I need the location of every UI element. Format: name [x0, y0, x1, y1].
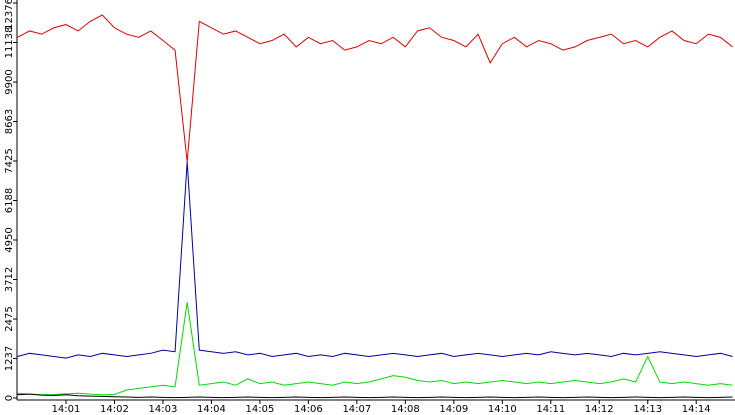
- series-line: [17, 393, 733, 399]
- x-tick-label: 14:09: [439, 404, 468, 415]
- y-tick-label: 4950: [4, 227, 15, 252]
- y-tick-label: 3712: [4, 267, 15, 292]
- x-tick-label: 14:13: [633, 404, 662, 415]
- y-tick-label: 9900: [4, 69, 15, 94]
- series-line: [17, 161, 733, 359]
- y-tick-label: 6188: [4, 188, 15, 213]
- x-tick-label: 14:01: [52, 404, 81, 415]
- y-tick-label: 12376: [4, 0, 15, 30]
- x-tick-label: 14:08: [391, 404, 420, 415]
- y-tick-label: 0: [4, 395, 15, 401]
- x-tick-label: 14:07: [342, 404, 371, 415]
- y-tick-label: 11138: [4, 27, 15, 59]
- y-tick-label: 7425: [4, 148, 15, 173]
- series-line: [17, 302, 733, 396]
- x-tick-label: 14:04: [197, 404, 226, 415]
- x-tick-label: 14:05: [245, 404, 274, 415]
- y-tick-label: 1237: [4, 346, 15, 371]
- y-tick-label: 2475: [4, 306, 15, 331]
- x-tick-label: 14:06: [294, 404, 323, 415]
- series-line: [17, 14, 733, 162]
- y-tick-label: 8663: [4, 109, 15, 134]
- x-tick-label: 14:11: [536, 404, 565, 415]
- x-tick-label: 14:14: [682, 404, 711, 415]
- x-tick-label: 14:02: [100, 404, 129, 415]
- x-tick-label: 14:10: [488, 404, 517, 415]
- x-tick-label: 14:12: [585, 404, 614, 415]
- x-tick-label: 14:03: [149, 404, 178, 415]
